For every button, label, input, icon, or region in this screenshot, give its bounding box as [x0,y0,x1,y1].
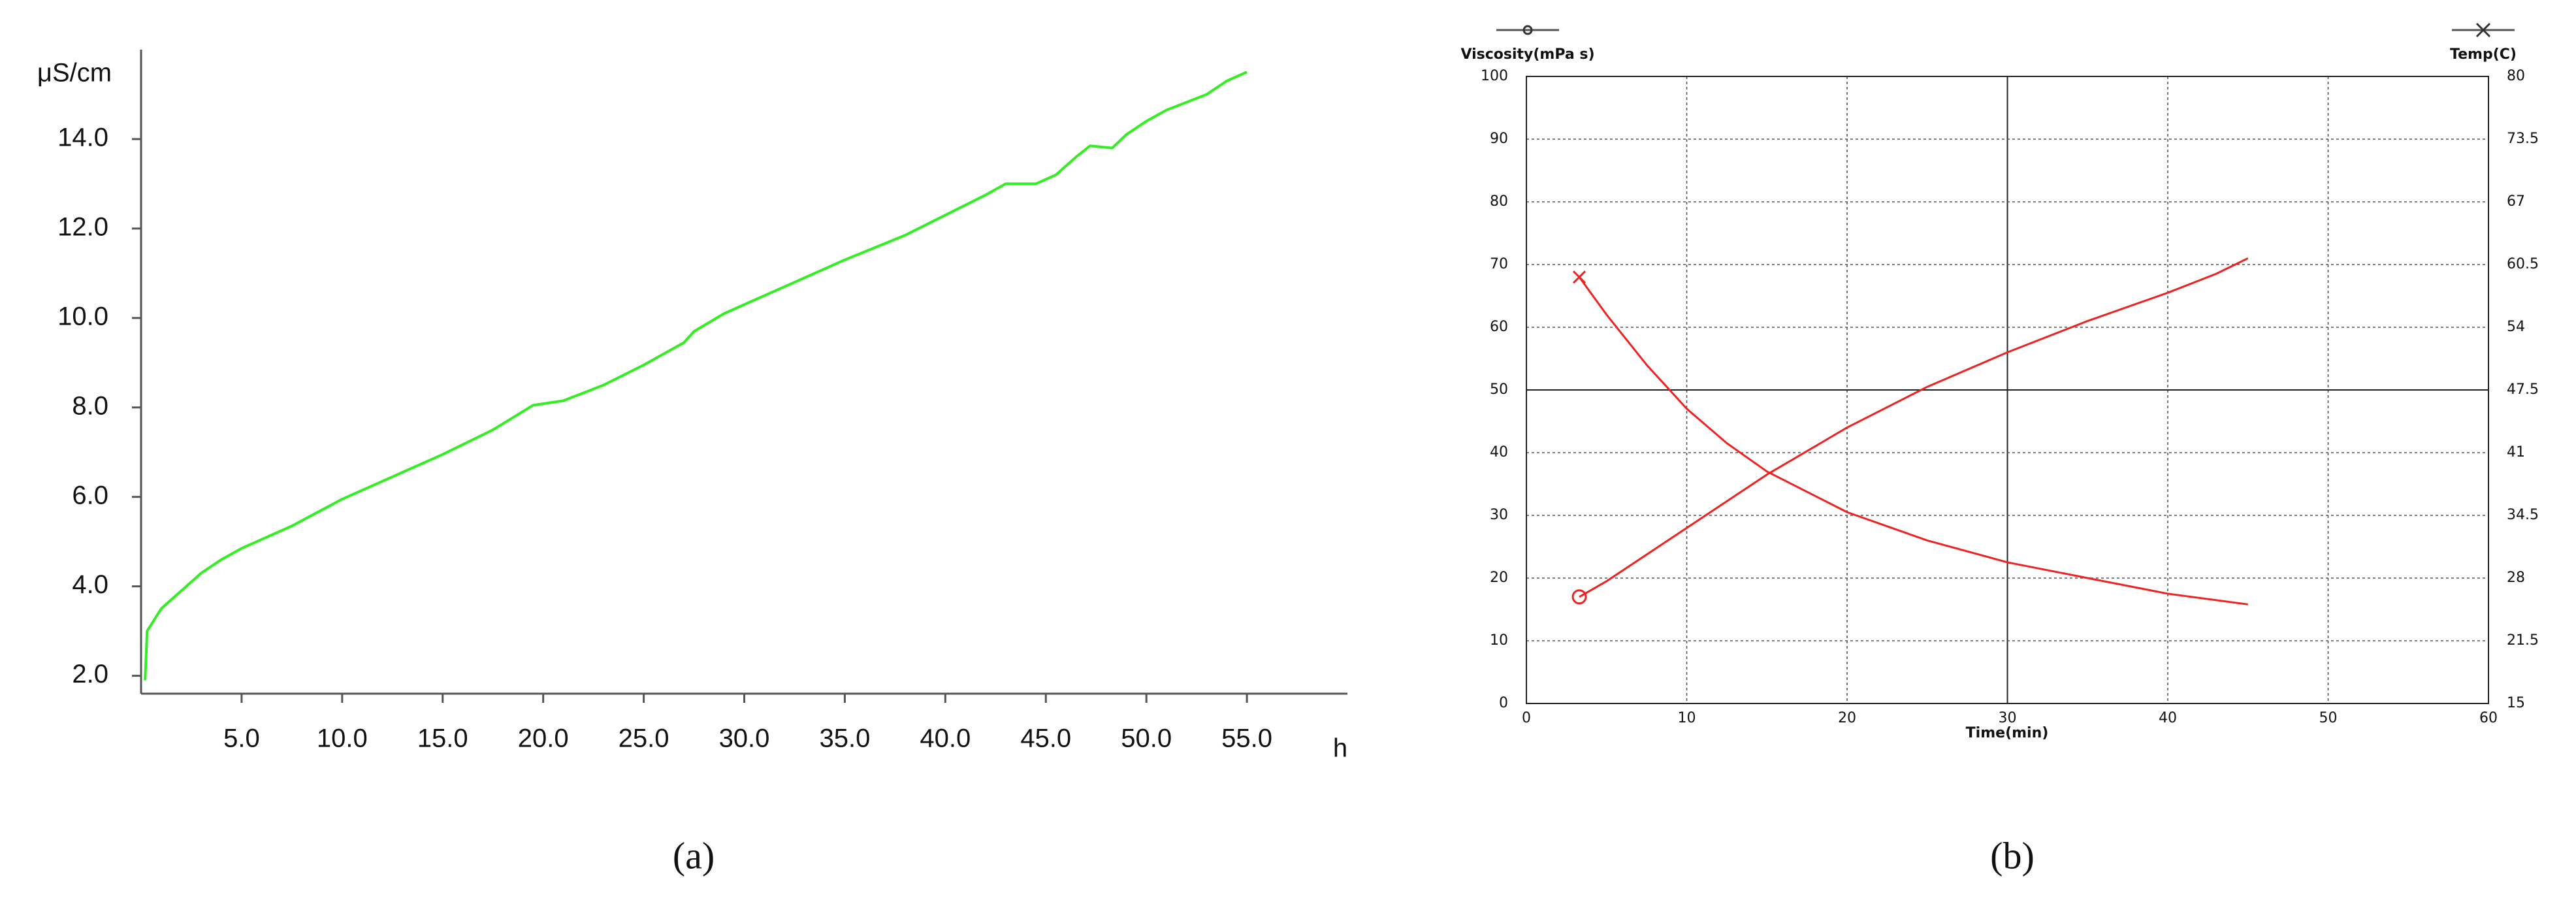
y-tick-label: 10.0 [57,302,108,331]
plot-frame [1526,76,2489,704]
y-tick-label: 100 [1481,68,1508,84]
x-tick-label: 30.0 [719,724,770,753]
y-tick-label: 20 [1490,570,1508,586]
y2-tick-label: 60.5 [2507,256,2539,272]
y-tick-label: 90 [1490,131,1508,147]
x-tick-label: 60 [2479,710,2498,726]
y-tick-label: 70 [1490,256,1508,272]
x-tick-label: 20 [1838,710,1856,726]
y-tick-label: 12.0 [57,212,108,241]
x-tick-label: 10 [1678,710,1696,726]
y-tick-label: 50 [1490,381,1508,398]
legend-marker [1522,25,1533,35]
panel-caption: (b) [1990,834,2035,877]
y2-tick-label: 41 [2507,444,2525,460]
x-tick-label: 30 [1999,710,2017,726]
x-tick-label: 5.0 [223,724,260,753]
panel-b: 0 10 20 30 40 50 60 0 10 20 30 40 50 60 70 80 90 100 15 21.… [1460,22,2539,877]
legend-label: Viscosity(mPa s) [1460,46,1594,63]
y2-tick-label: 80 [2507,68,2525,84]
panel-caption: (a) [673,834,715,877]
y2-tick-label: 54 [2507,319,2525,335]
series-marker [1572,270,1586,284]
y2-tick-label: 47.5 [2507,381,2539,398]
x-tick-label: 45.0 [1020,724,1071,753]
y-tick-label: 30 [1490,507,1508,523]
y-tick-label: 0 [1499,695,1508,711]
y2-tick-label: 21.5 [2507,632,2539,649]
y2-tick-label: 34.5 [2507,507,2539,523]
x-tick-label: 40.0 [920,724,971,753]
y-tick-label: 60 [1490,319,1508,335]
legend-marker [2475,22,2491,38]
y2-tick-label: 73.5 [2507,131,2539,147]
y-axis-label: μS/cm [37,59,112,88]
x-tick-label: 20.0 [518,724,569,753]
y2-tick-label: 67 [2507,193,2525,210]
y-tick-label: 14.0 [57,123,108,152]
x-axis-label: Time(min) [1966,725,2049,741]
x-tick-label: 15.0 [417,724,468,753]
y-tick-label: 10 [1490,632,1508,649]
data-line [1579,257,2249,598]
y-tick-label: 4.0 [72,570,108,599]
x-tick-label: 25.0 [619,724,669,753]
data-line [1578,276,2248,605]
data-line [144,71,1248,681]
panel-a: 5.0 10.0 15.0 20.0 25.0 30.0 35.0 40.0 45.0 50.0 5… [37,50,1347,877]
x-tick-label: 40 [2159,710,2177,726]
y2-tick-label: 28 [2507,570,2525,586]
x-tick-label: 50.0 [1121,724,1172,753]
x-tick-label: 10.0 [317,724,368,753]
y-tick-label: 80 [1490,193,1508,210]
y-tick-label: 40 [1490,444,1508,460]
y-tick-label: 2.0 [72,660,108,688]
x-tick-label: 35.0 [819,724,870,753]
x-tick-label: 55.0 [1221,724,1272,753]
y-tick-label: 6.0 [72,481,108,509]
x-tick-label: 0 [1522,710,1531,726]
series-marker [1571,589,1587,605]
y-tick-label: 8.0 [72,391,108,420]
legend-label: Temp(C) [2450,46,2517,63]
y2-tick-label: 15 [2507,695,2525,711]
x-tick-label: 50 [2319,710,2338,726]
x-axis-label: h [1333,734,1347,763]
